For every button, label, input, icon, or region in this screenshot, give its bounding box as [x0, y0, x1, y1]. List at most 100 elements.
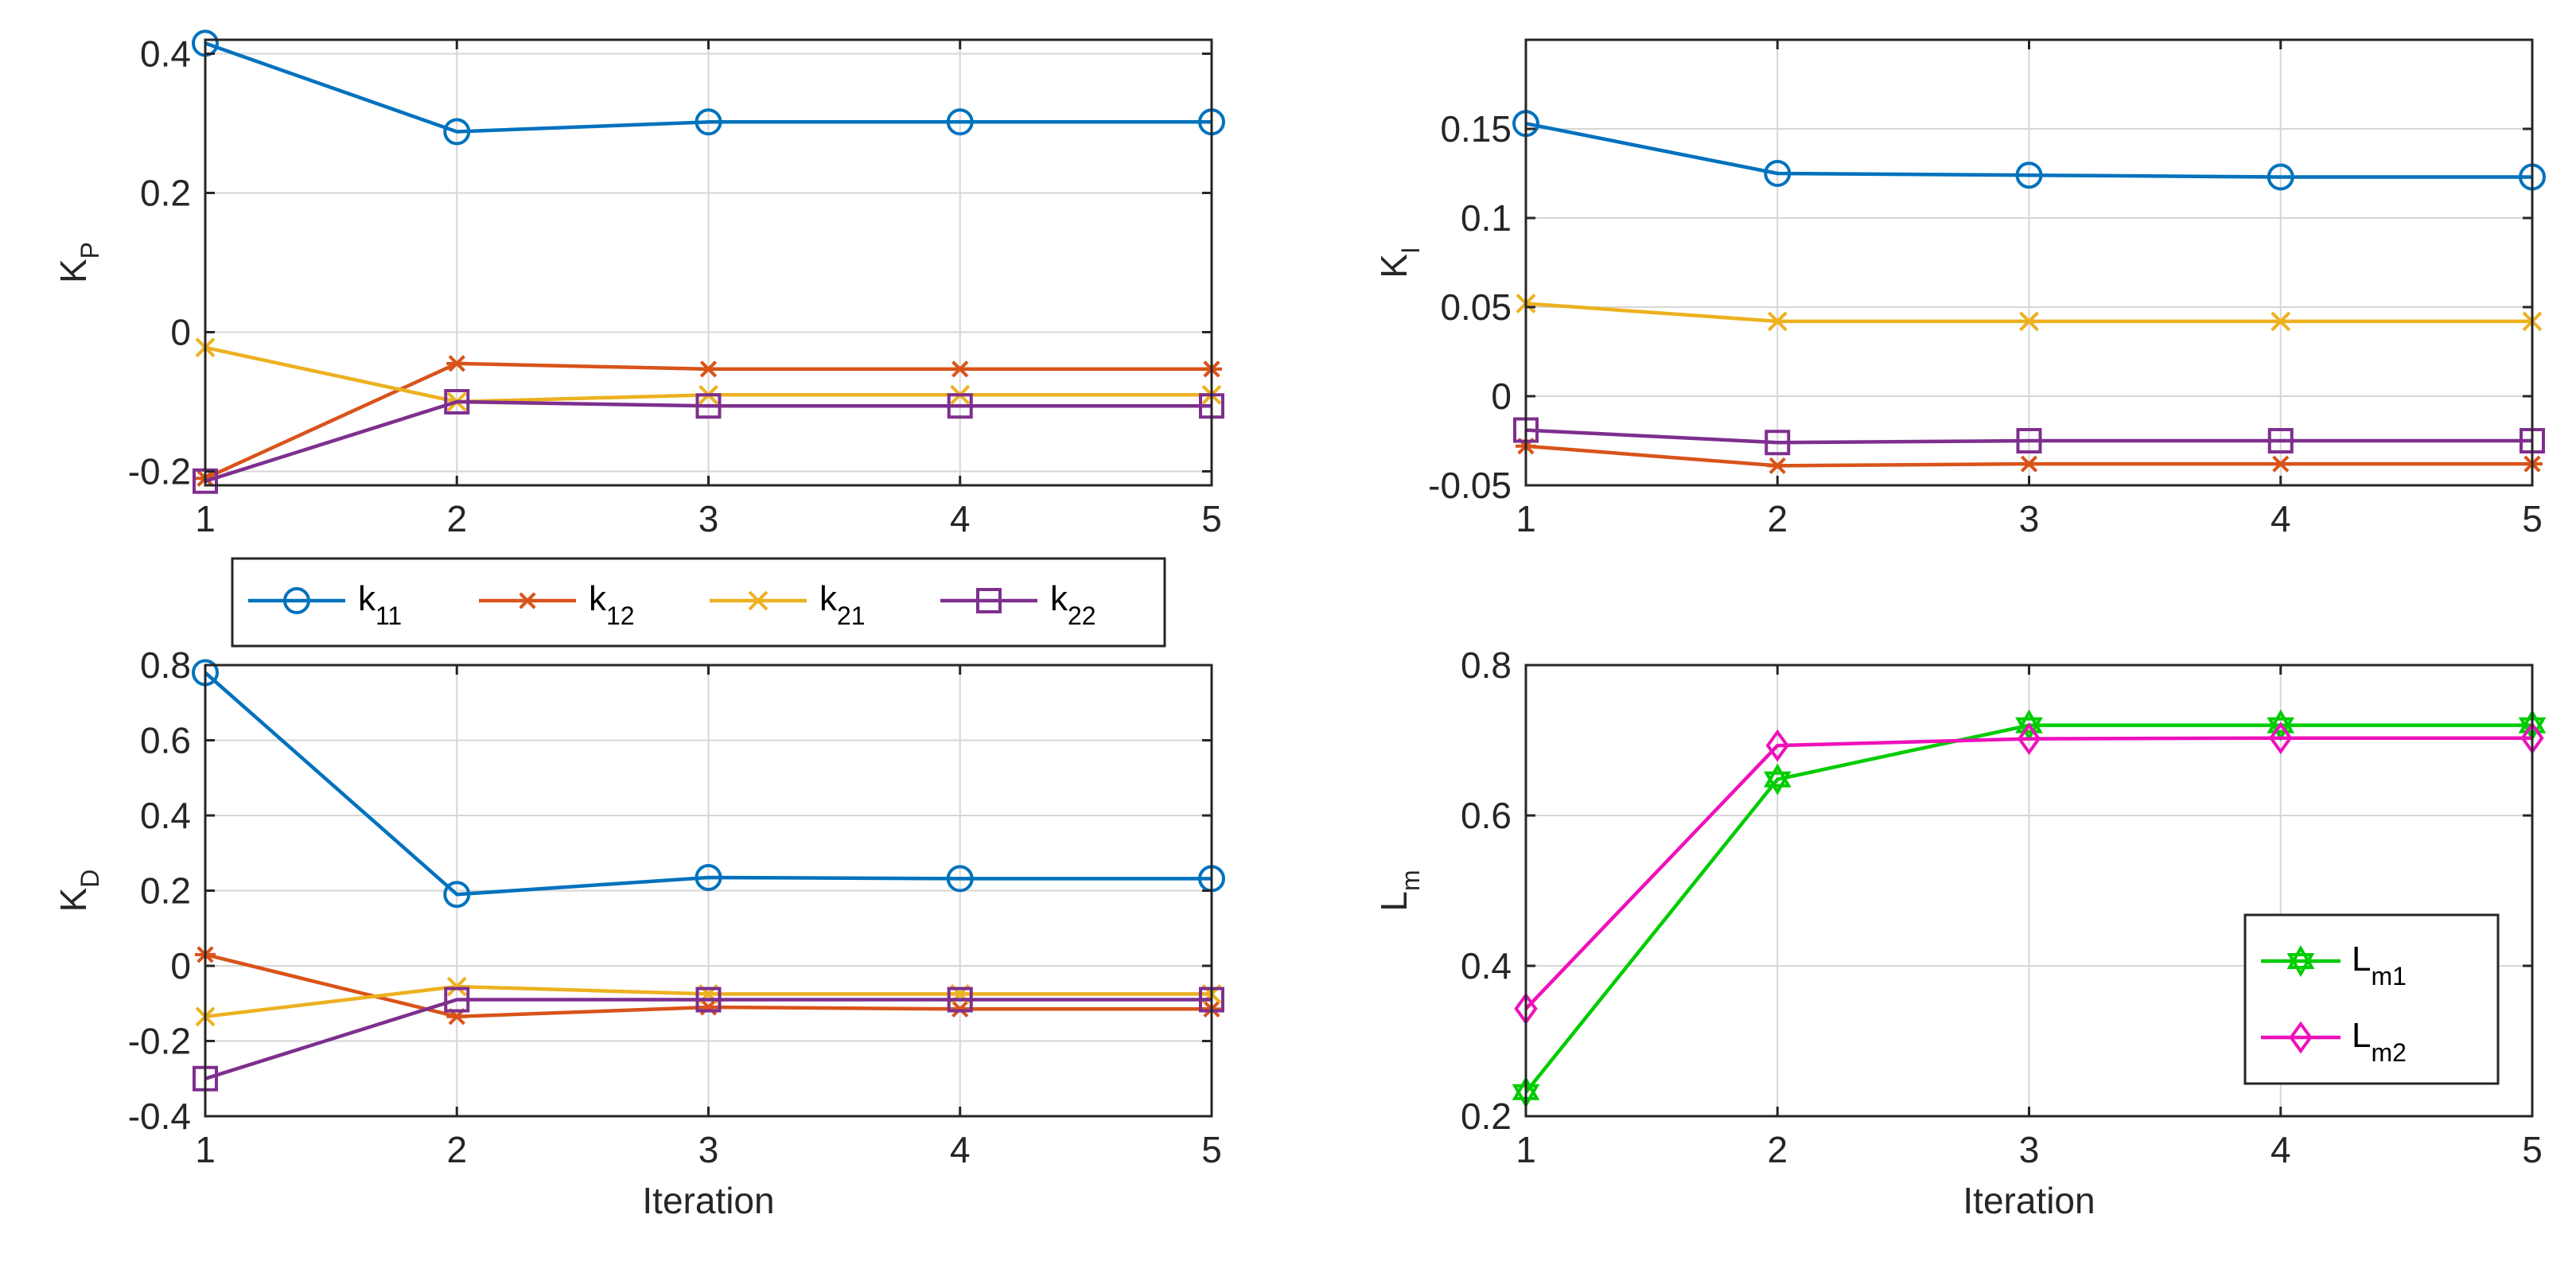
marker-ki-k11-2	[1764, 160, 1792, 187]
ylabel-ki-main: K	[1373, 254, 1414, 278]
xtick-label-kd-0: 1	[195, 1129, 216, 1170]
marker-lm-Lm2-4	[2269, 722, 2293, 755]
shared-legend-label-12-main: k	[589, 579, 607, 618]
legend-label-lm-Lm1: Lm1	[2352, 940, 2407, 991]
ytick-label-lm-3: 0.8	[1461, 644, 1512, 686]
ytick-label-kd-0: -0.4	[128, 1096, 191, 1137]
ytick-label-kd-3: 0.2	[140, 870, 191, 912]
ylabel-lm-sub: m	[1396, 870, 1425, 891]
ytick-label-kd-6: 0.8	[140, 644, 191, 686]
ylabel-kp: KP	[53, 242, 104, 283]
legend-marker-lm-Lm2	[2289, 1021, 2313, 1054]
shared-legend-marker-11	[283, 587, 310, 614]
legend-label-lm-Lm2-main: L	[2352, 1016, 2371, 1055]
xtick-label-lm-2: 3	[2019, 1129, 2040, 1170]
ytick-label-ki-3: 0.1	[1461, 197, 1512, 239]
xtick-label-lm-4: 5	[2522, 1129, 2543, 1170]
ylabel-group-lm: Lm	[1373, 870, 1425, 911]
ytick-label-kp-0: -0.2	[128, 451, 191, 492]
marker-kd-k22-3	[695, 987, 722, 1013]
marker-ki-k21-3	[2019, 311, 2039, 332]
marker-lm-Lm1-3	[2015, 709, 2043, 741]
marker-ki-k12-4	[2270, 455, 2291, 473]
marker-kd-k12-4	[949, 1000, 971, 1018]
ylabel-kd: KD	[53, 870, 104, 913]
ylabel-group-ki: KI	[1373, 247, 1425, 278]
series-line-kd-k11	[204, 671, 1212, 897]
xtick-label-ki-4: 5	[2522, 498, 2543, 539]
ylabel-kp-main: K	[53, 259, 94, 283]
series-line-kp-k22	[204, 399, 1212, 483]
shared-legend-marker-22	[976, 588, 1002, 613]
series-line-kp-k11	[204, 41, 1212, 134]
marker-ki-k12-2	[1767, 457, 1788, 474]
shared-legend-label-12-sub: 12	[606, 601, 635, 630]
legend-label-lm-Lm1-main: L	[2352, 940, 2371, 979]
shared-legend-label-21-sub: 21	[837, 601, 866, 630]
marker-ki-k22-3	[2016, 428, 2042, 453]
marker-ki-k22-4	[2267, 428, 2294, 453]
marker-kd-k22-2	[444, 987, 470, 1013]
ylabel-lm-main: L	[1373, 891, 1414, 912]
legend-label-lm-Lm2-sub: m2	[2371, 1038, 2406, 1067]
marker-lm-Lm2-3	[2017, 722, 2041, 756]
marker-kp-k12-2	[446, 355, 468, 372]
xlabel-kd: Iteration	[642, 1180, 774, 1221]
ytick-label-lm-1: 0.4	[1461, 945, 1512, 987]
legend-marker-lm-Lm1	[2286, 945, 2315, 977]
marker-lm-Lm1-4	[2267, 709, 2295, 741]
marker-ki-k22-2	[1765, 430, 1791, 456]
shared-legend-label-11-main: k	[358, 579, 376, 618]
marker-ki-k11-4	[2267, 163, 2294, 191]
ylabel-kd-main: K	[53, 887, 94, 912]
marker-kp-k11-4	[946, 108, 974, 136]
xtick-label-ki-2: 3	[2019, 498, 2040, 539]
marker-kd-k22-4	[947, 987, 973, 1013]
chart-kd: 1 2 3 4 5 -0.4 -0.2 0 0.2 0.4 0.6 0.8 KD Iteration	[53, 644, 1225, 1221]
marker-kd-k11-2	[443, 881, 471, 909]
shared-legend-label-22-sub: 22	[1068, 601, 1096, 630]
marker-lm-Lm1-2	[1763, 763, 1792, 796]
xtick-label-ki-3: 4	[2271, 498, 2291, 539]
xtick-label-kd-2: 3	[698, 1129, 719, 1170]
xtick-label-ki-1: 2	[1767, 498, 1788, 539]
xtick-label-kd-4: 5	[1201, 1129, 1222, 1170]
marker-kp-k22-4	[947, 393, 973, 419]
series-line-lm-Lm2	[1524, 736, 2532, 1010]
ytick-label-ki-4: 0.15	[1440, 108, 1512, 150]
xtick-label-kp-1: 2	[446, 498, 467, 539]
series-line-kd-k22	[204, 998, 1212, 1080]
ytick-label-ki-1: 0	[1491, 376, 1512, 417]
shared-legend-label-22-main: k	[1050, 579, 1068, 618]
marker-kd-k11-3	[695, 863, 722, 891]
marker-ki-k21-2	[1767, 311, 1788, 332]
ylabel-ki: KI	[1373, 247, 1425, 278]
shared-legend: k11 k12 k21 k22	[231, 557, 1166, 648]
xtick-label-ki-0: 1	[1516, 498, 1536, 539]
chart-kp: 1 2 3 4 5 -0.2 0 0.2 0.4 KP	[53, 29, 1225, 539]
marker-kd-k11-4	[946, 865, 974, 893]
xtick-label-kp-3: 4	[950, 498, 971, 539]
ytick-label-ki-0: -0.05	[1428, 465, 1512, 506]
marker-ki-k11-3	[2015, 162, 2043, 189]
marker-kp-k11-3	[695, 108, 722, 136]
marker-kp-k22-3	[695, 393, 722, 419]
ylabel-ki-sub: I	[1396, 247, 1425, 254]
xtick-label-kp-2: 3	[698, 498, 719, 539]
marker-kp-k11-2	[443, 118, 471, 146]
legend-box-lm	[2243, 913, 2500, 1085]
ytick-label-kd-4: 0.4	[140, 795, 191, 836]
legend-label-lm-Lm1-sub: m1	[2371, 962, 2406, 991]
xtick-label-kd-3: 4	[950, 1129, 971, 1170]
ytick-label-kd-1: -0.2	[128, 1021, 191, 1062]
ylabel-kp-sub: P	[76, 242, 104, 259]
ytick-label-lm-2: 0.6	[1461, 795, 1512, 836]
ytick-label-lm-0: 0.2	[1461, 1096, 1512, 1137]
marker-kp-k12-3	[698, 360, 719, 378]
shared-legend-label-22: k22	[1050, 579, 1096, 630]
series-line-ki-k11	[1525, 122, 2532, 179]
xtick-label-kp-4: 5	[1201, 498, 1222, 539]
shared-legend-label-11-sub: 11	[376, 601, 402, 630]
